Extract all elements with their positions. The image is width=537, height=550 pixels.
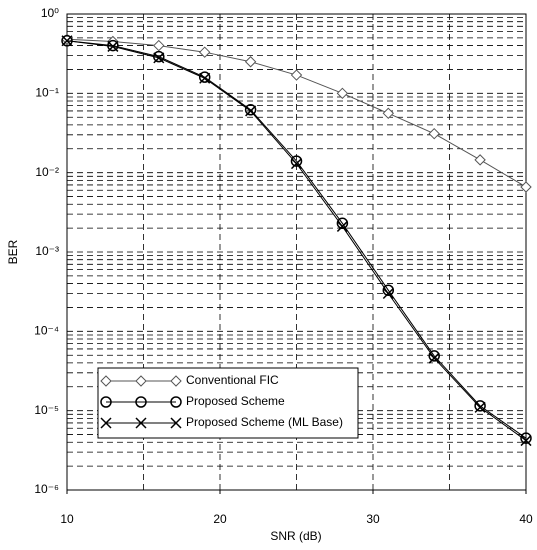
marker <box>382 107 395 120</box>
marker <box>336 87 349 100</box>
marker <box>199 72 211 84</box>
marker <box>61 35 73 47</box>
marker <box>198 71 211 83</box>
marker <box>170 375 182 387</box>
marker <box>336 220 348 232</box>
marker <box>382 287 394 300</box>
y-axis-label: BER <box>6 239 20 264</box>
y-tick-label: 10⁻⁶ <box>34 482 59 496</box>
marker <box>153 39 165 52</box>
marker <box>244 56 257 68</box>
marker <box>100 375 112 387</box>
y-tick-label: 10⁻¹ <box>35 86 59 100</box>
marker <box>135 417 147 429</box>
marker <box>520 435 532 447</box>
marker <box>382 284 395 296</box>
y-tick-label: 10⁻⁴ <box>34 324 59 338</box>
marker <box>61 35 73 47</box>
x-tick-label: 20 <box>213 512 227 526</box>
marker <box>153 52 165 64</box>
y-tick-label: 10⁻³ <box>35 244 59 258</box>
marker <box>290 69 303 81</box>
marker <box>290 158 303 170</box>
marker <box>428 350 440 362</box>
marker <box>474 154 486 166</box>
marker <box>135 375 147 387</box>
y-tick-label: 10⁰ <box>41 6 59 20</box>
marker <box>170 417 182 429</box>
y-tick-label: 10⁻⁵ <box>34 403 59 417</box>
marker <box>428 127 440 140</box>
y-tick-label: 10⁻² <box>35 165 59 179</box>
legend: Conventional FIC Proposed Scheme Proposed … <box>97 367 359 439</box>
series-line <box>66 40 527 439</box>
x-axis-label: SNR (dB) <box>270 529 321 543</box>
marker <box>170 396 182 408</box>
marker <box>474 401 486 413</box>
marker <box>107 40 119 52</box>
marker <box>100 396 112 408</box>
marker <box>100 417 112 429</box>
marker <box>198 46 211 58</box>
marker <box>474 400 486 412</box>
marker <box>245 105 257 117</box>
legend-label: Conventional FIC <box>186 373 279 387</box>
legend-label: Proposed Scheme (ML Base) <box>186 415 343 429</box>
legend-label: Proposed Scheme <box>186 394 285 408</box>
x-tick-label: 30 <box>366 512 380 526</box>
marker <box>290 155 303 167</box>
x-tick-label: 40 <box>519 512 533 526</box>
marker <box>428 352 440 364</box>
marker <box>336 217 349 230</box>
marker <box>520 432 532 444</box>
marker <box>135 396 147 408</box>
marker <box>520 181 532 193</box>
x-tick-label: 10 <box>60 512 74 526</box>
marker <box>244 104 257 116</box>
plot-border <box>66 13 527 491</box>
